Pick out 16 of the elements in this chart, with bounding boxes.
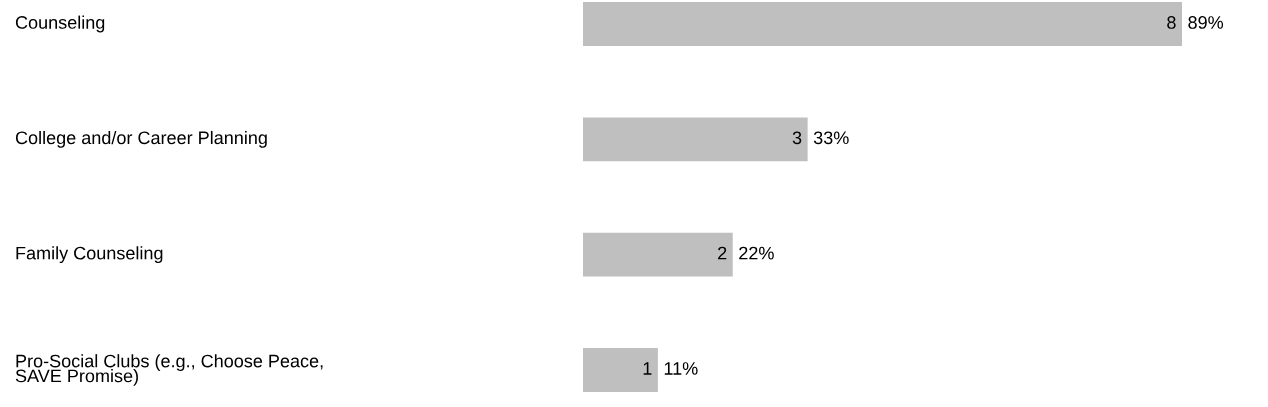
data-label: 2	[718, 246, 727, 260]
y-tick-label: College and/or Career Planning	[15, 130, 267, 148]
y-tick-label: Counseling	[15, 15, 105, 33]
bar	[583, 348, 658, 392]
annotation: 33%	[813, 131, 849, 145]
annotation: 22%	[739, 246, 774, 260]
y-tick-label: Family Counseling	[16, 246, 163, 264]
bar	[583, 117, 808, 162]
bar	[583, 232, 733, 277]
data-label: 3	[792, 131, 802, 145]
data-label: 8	[1167, 16, 1176, 29]
y-tick-label: Pro-Social Clubs (e.g., Choose Peace, SAVE Promise)	[15, 354, 323, 386]
data-label: 1	[643, 362, 652, 375]
annotation: 89%	[1188, 16, 1224, 29]
bar	[583, 2, 1182, 46]
annotation: 11%	[664, 362, 698, 375]
